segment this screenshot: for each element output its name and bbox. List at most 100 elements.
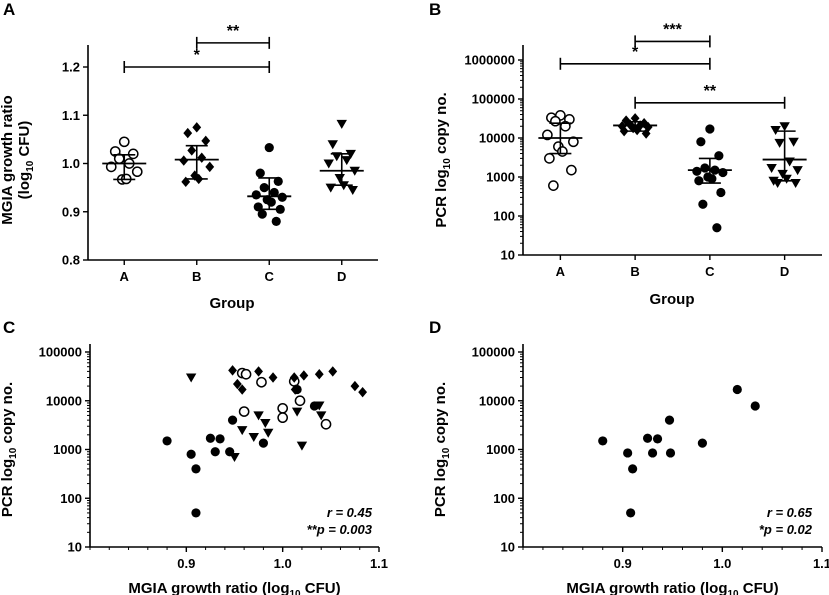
- series-c-points: [162, 384, 320, 518]
- group-a-points: [102, 136, 147, 185]
- data-point: [291, 407, 303, 417]
- data-point: [632, 124, 642, 136]
- data-point: [327, 140, 338, 150]
- significance-label: *: [194, 47, 201, 64]
- panel-d-y-title-text: PCR log10 copy no.: [432, 382, 452, 517]
- data-point: [700, 163, 710, 173]
- data-point: [788, 137, 799, 147]
- data-point: [264, 142, 274, 153]
- panel-b-y-title: PCR log10 copy no.: [433, 92, 453, 227]
- data-point: [237, 426, 248, 436]
- data-point: [183, 127, 193, 139]
- data-point: [732, 384, 742, 395]
- data-point: [232, 378, 242, 390]
- data-point: [696, 137, 706, 147]
- y-tick-label: 10000: [46, 393, 82, 408]
- data-point: [781, 174, 792, 184]
- y-tick-label: 10: [68, 540, 82, 555]
- data-point: [251, 190, 261, 200]
- panel-a-y-title: MGIA growth ratio (log10 CFU): [0, 95, 36, 224]
- y-tick-label: 100: [493, 209, 515, 224]
- panel-d-plot: 10 100 1000 10000 100000 0.9 1.0 1.1 r = 0.65 *p …: [432, 344, 829, 595]
- data-point: [273, 176, 283, 186]
- data-point: [127, 148, 139, 160]
- data-point: [639, 117, 649, 129]
- data-point: [779, 122, 790, 132]
- data-point: [664, 415, 675, 425]
- panel-b-y-title-text: PCR log10 copy no.: [433, 92, 453, 227]
- data-point: [314, 369, 324, 380]
- y-tick-label: 1.2: [62, 60, 80, 75]
- panel-b-axes: 10 100 1000 10000 100000 1000000 A B C D: [464, 45, 822, 279]
- data-point: [268, 372, 278, 383]
- data-point: [544, 153, 555, 164]
- y-tick-label: 1000: [53, 442, 82, 457]
- data-point: [750, 401, 760, 411]
- data-point: [642, 433, 653, 443]
- data-point: [294, 395, 306, 407]
- data-point: [694, 176, 704, 186]
- data-point: [131, 166, 143, 178]
- data-point: [105, 161, 117, 173]
- significance-label: **: [704, 83, 717, 100]
- group-a-points: [538, 110, 583, 192]
- group-b-points: [613, 113, 658, 139]
- x-tick-label: 1.1: [813, 556, 829, 571]
- y-tick-label: 1.1: [62, 108, 80, 123]
- data-point: [185, 373, 197, 383]
- panel-a-y-title-line2: (log10 CFU): [16, 121, 36, 200]
- data-point: [557, 146, 568, 157]
- data-point: [266, 197, 276, 207]
- data-point: [716, 187, 726, 198]
- data-point: [341, 156, 352, 166]
- panel-d-x-title: MGIA growth ratio (log10 CFU): [566, 580, 778, 595]
- significance-label: *: [632, 44, 639, 61]
- data-point: [197, 152, 207, 163]
- x-tick-label-c: C: [265, 269, 275, 284]
- data-point: [118, 136, 130, 148]
- group-d-points: [762, 122, 807, 189]
- x-tick-label-c: C: [705, 264, 715, 279]
- correlation-p: **p = 0.003: [307, 522, 373, 537]
- data-point: [229, 453, 240, 463]
- data-point: [255, 168, 265, 178]
- data-point: [774, 138, 785, 148]
- data-point: [215, 434, 225, 444]
- data-point: [192, 122, 202, 133]
- panel-a-x-title: Group: [210, 295, 255, 312]
- y-tick-label: 100000: [39, 345, 82, 360]
- correlation-r: r = 0.45: [327, 505, 373, 520]
- data-point: [358, 386, 368, 398]
- data-point: [550, 115, 561, 127]
- data-point: [186, 449, 196, 459]
- x-tick-label-b: B: [192, 269, 201, 284]
- data-point: [316, 411, 327, 421]
- group-c-points: [247, 142, 292, 226]
- data-point: [227, 415, 238, 425]
- group-b-points: [174, 122, 219, 188]
- panel-a-plot: 0.80.91.01.11.2A B C D***MGIA growth ratio(…: [0, 23, 378, 284]
- data-point: [277, 412, 289, 424]
- group-c-points: [687, 124, 732, 233]
- panel-a-axes: 0.8 0.9 1.0 1.1 1.2 A B C D: [62, 45, 378, 284]
- series-d-points: [185, 373, 327, 463]
- data-point: [299, 370, 309, 381]
- x-tick-label-d: D: [780, 264, 789, 279]
- data-point: [263, 428, 274, 438]
- data-point: [237, 384, 247, 395]
- data-point: [253, 411, 264, 421]
- data-point: [254, 366, 263, 377]
- y-tick-label: 100000: [472, 92, 515, 107]
- data-point: [328, 366, 338, 377]
- data-point: [692, 166, 702, 176]
- data-point: [598, 436, 608, 446]
- panel-letter-b: B: [429, 0, 441, 19]
- significance-bracket: **: [634, 83, 786, 109]
- y-tick-label: 10: [501, 540, 515, 555]
- panel-c-y-title-text: PCR log10 copy no.: [0, 382, 19, 517]
- data-point: [228, 365, 237, 376]
- data-point: [698, 199, 708, 209]
- data-point: [707, 174, 717, 184]
- data-point: [258, 438, 268, 448]
